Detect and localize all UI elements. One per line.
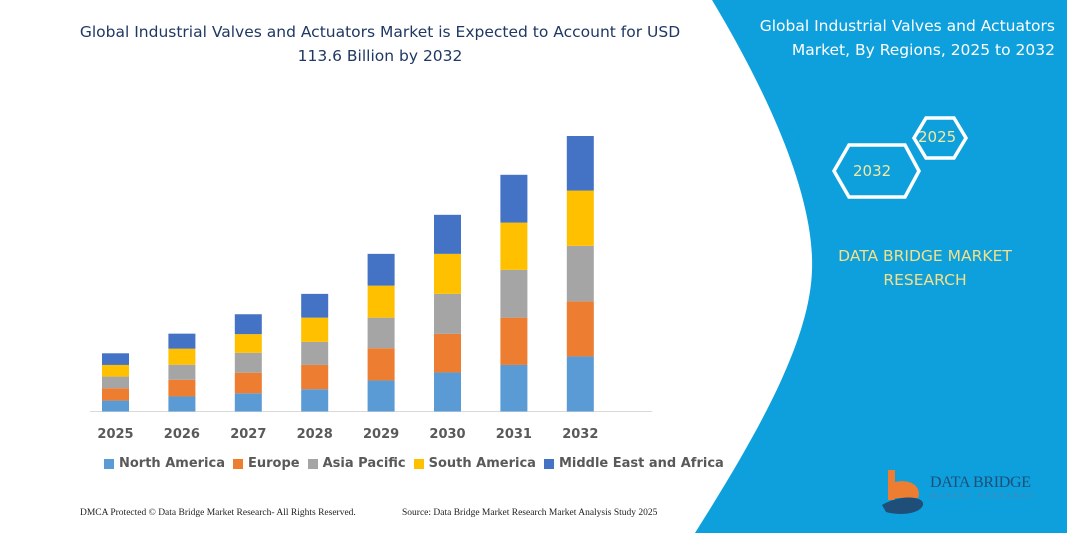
bar-segment-2027-south-america (234, 334, 262, 353)
bar-segment-2025-europe (102, 388, 129, 401)
bar-segment-2025-middle-east-and-africa (102, 353, 129, 365)
bar-segment-2027-north-america (234, 393, 262, 412)
legend-label: Europe (248, 456, 300, 471)
bar-segment-2027-asia-pacific (234, 352, 262, 373)
legend-item: North America (104, 456, 225, 471)
bar-segment-2031-south-america (500, 222, 528, 270)
bar-segment-2029-europe (367, 348, 395, 381)
bar-segment-2031-middle-east-and-africa (500, 174, 528, 223)
bar-segment-2026-north-america (168, 396, 196, 412)
legend-swatch-icon (104, 458, 114, 469)
bar-segment-2030-south-america (434, 253, 461, 294)
bar-segment-2026-south-america (168, 348, 196, 365)
bar-segment-2029-south-america (367, 285, 395, 318)
bar-segment-2032-europe (566, 301, 594, 357)
legend-item: South America (413, 456, 536, 471)
bar-segment-2032-south-america (566, 190, 594, 246)
bar-segment-2029-north-america (367, 380, 395, 412)
bar-segment-2028-south-america (301, 317, 329, 342)
x-tick-label: 2027 (230, 427, 266, 442)
bar-segment-2032-middle-east-and-africa (566, 136, 594, 191)
bar-segment-2028-middle-east-and-africa (301, 293, 329, 318)
footer-source: Source: Data Bridge Market Research Mark… (402, 508, 658, 518)
hex-label-end: 2032 (853, 162, 892, 180)
legend-label: Asia Pacific (322, 456, 406, 471)
footer-copyright: DMCA Protected © Data Bridge Market Rese… (80, 508, 356, 518)
bar-segment-2030-europe (434, 333, 461, 373)
logo-subtext: MARKET RESEARCH (931, 494, 1036, 500)
panel-title: Global Industrial Valves and Actuators M… (759, 17, 1055, 59)
bar-segment-2027-europe (234, 372, 262, 394)
legend-item: Middle East and Africa (543, 456, 724, 471)
bar-segment-2025-north-america (102, 400, 129, 412)
bar-segment-2031-europe (500, 317, 528, 365)
bar-segment-2030-middle-east-and-africa (434, 214, 461, 254)
bar-segment-2028-north-america (301, 389, 329, 412)
bar-segment-2032-north-america (566, 356, 594, 412)
bar-segment-2026-europe (168, 379, 196, 397)
bar-segment-2025-asia-pacific (102, 376, 129, 389)
x-tick-label: 2030 (429, 427, 465, 442)
bar-segment-2030-asia-pacific (434, 293, 461, 334)
bar-segment-2028-asia-pacific (301, 341, 329, 365)
x-tick-label: 2031 (496, 427, 532, 442)
bar-segment-2028-europe (301, 364, 329, 390)
legend-swatch-icon (307, 458, 318, 469)
legend-label: South America (428, 456, 536, 471)
legend-swatch-icon (543, 458, 554, 469)
chart-title: Global Industrial Valves and Actuators M… (79, 23, 681, 65)
brand-text: DATA BRIDGE MARKET RESEARCH (838, 247, 1012, 289)
hex-label-start: 2025 (918, 128, 957, 146)
legend-label: Middle East and Africa (558, 456, 724, 471)
legend-item: Asia Pacific (307, 456, 406, 471)
bar-segment-2026-middle-east-and-africa (168, 333, 196, 349)
x-tick-label: 2029 (363, 427, 399, 442)
logo-text: DATA BRIDGE (930, 474, 1031, 491)
legend-swatch-icon (413, 458, 424, 469)
bar-segment-2030-north-america (434, 372, 461, 412)
hexagon-2032 (831, 143, 921, 199)
stacked-bar-chart: 2025 2026 2027 2028 2029 2030 2031 2032 (90, 136, 652, 442)
legend-label: North America (119, 456, 225, 471)
bar-segment-2026-asia-pacific (168, 364, 196, 380)
chart-legend: North America Europe Asia Pacific South Ame… (104, 456, 724, 471)
bar-segment-2025-south-america (102, 364, 129, 377)
legend-item: Europe (233, 456, 300, 471)
bar-segment-2031-north-america (500, 364, 528, 412)
hexagon-2025 (911, 116, 969, 160)
x-tick-label: 2025 (97, 427, 133, 442)
bar-segment-2032-asia-pacific (566, 245, 594, 302)
x-tick-label: 2028 (297, 427, 333, 442)
x-tick-label: 2026 (164, 427, 200, 442)
x-tick-label: 2032 (562, 427, 598, 442)
bar-segment-2031-asia-pacific (500, 269, 528, 318)
data-bridge-logo-icon (882, 470, 924, 514)
bar-segment-2027-middle-east-and-africa (234, 314, 262, 335)
bar-segment-2029-middle-east-and-africa (367, 253, 395, 286)
legend-swatch-icon (233, 458, 243, 469)
bar-segment-2029-asia-pacific (367, 317, 395, 349)
